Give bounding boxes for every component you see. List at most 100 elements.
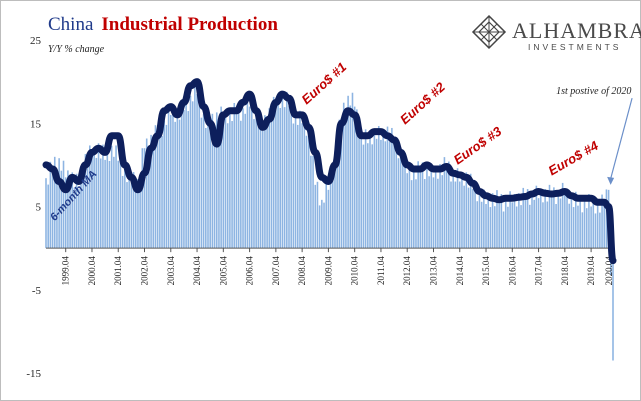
bar [82,176,85,249]
bar [555,204,557,249]
bar [106,147,109,249]
bar [220,106,222,249]
bar [364,129,367,249]
bar [529,204,531,249]
bar [428,176,430,249]
bar [345,113,347,249]
bar [172,107,174,249]
x-tick-label: 2009.04 [323,256,333,286]
bar [559,198,562,249]
bar [448,161,450,249]
bar [159,122,161,249]
bar [612,248,614,361]
bar [522,187,525,249]
bar [290,101,292,249]
x-tick-label: 2006.04 [245,256,255,286]
bar [233,102,236,249]
bar [336,150,338,249]
bar [520,205,522,249]
bar [476,201,479,249]
x-tick-label: 2008.04 [297,256,307,286]
bar [283,107,286,249]
bar [375,138,378,249]
bar [218,120,220,249]
bar [185,97,187,249]
x-tick-label: 2019.04 [586,256,596,286]
bar [570,193,573,249]
y-axis-ticks: 25 15 5 -5 -15 [26,35,41,380]
bar [596,201,599,249]
bar [599,212,601,249]
x-tick-label: 2016.04 [507,256,517,286]
bar [134,190,137,249]
bar [469,173,472,249]
bar [198,95,201,249]
bar [377,126,380,249]
bar [463,185,465,249]
bar [504,199,507,249]
bar [397,158,400,249]
bar [224,110,227,249]
logo-name: ALHAMBRA [512,18,641,43]
bar [601,194,603,249]
bar [369,130,371,249]
bar [119,157,122,249]
bar-series [45,84,614,361]
bar [393,143,395,249]
bar [67,170,69,249]
bar [71,172,74,249]
bar [222,119,225,249]
bar [281,93,284,249]
bar [86,160,89,249]
bar [327,189,330,249]
bar [279,107,282,249]
bar [531,191,533,249]
bar [566,188,568,249]
bar [211,113,214,249]
bar [557,191,560,249]
bar [141,148,144,249]
bar [310,155,312,249]
bar [382,130,384,249]
bar [491,193,494,249]
bar [544,189,546,249]
bar [318,205,321,249]
bar [132,172,135,249]
annotation-text: 1st postive of 2020 [556,86,631,97]
bar [340,118,343,249]
bar [353,106,356,249]
bar [303,119,306,249]
bar [404,155,406,249]
bar [334,151,336,249]
bar [255,109,257,249]
bar [47,184,49,249]
bar [117,160,120,249]
bar [196,94,198,249]
annotation-arrow [610,97,633,180]
bar [406,173,409,249]
bar [73,187,76,249]
bar [347,95,349,249]
bar [502,211,505,249]
bar [178,119,181,249]
bar [299,110,301,249]
bar [498,203,500,249]
x-tick-label: 2017.04 [534,256,544,286]
bar [579,195,581,249]
bar [434,167,437,249]
bar [402,163,404,249]
x-tick-label: 2005.04 [218,256,228,286]
bar [69,184,71,249]
bar [244,113,247,249]
bar [415,179,417,249]
ma-line [42,78,617,265]
chart-title-part1: China [48,14,94,35]
bar [441,175,444,249]
x-tick-label: 1999.04 [61,256,71,286]
bar [467,187,470,249]
x-tick-label: 2015.04 [481,256,491,286]
chart-title-part2: Industrial Production [101,14,278,35]
bar [108,160,111,249]
bar [150,134,152,249]
bar [294,116,297,249]
